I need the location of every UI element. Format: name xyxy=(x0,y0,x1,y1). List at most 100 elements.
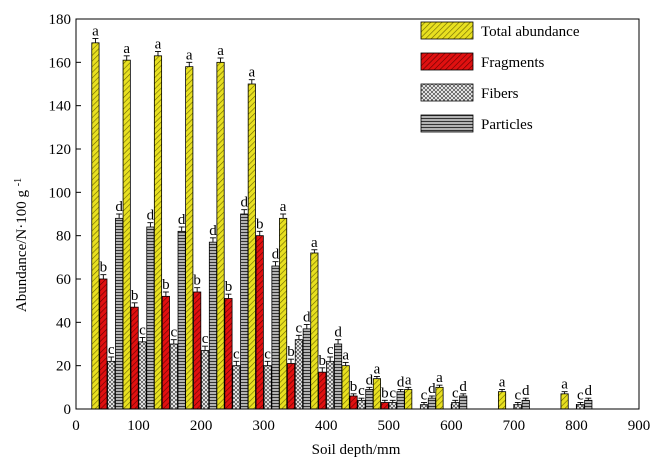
x-tick-label: 500 xyxy=(378,418,401,434)
y-tick-label: 120 xyxy=(49,142,72,158)
bar xyxy=(286,363,296,410)
y-tick-label: 0 xyxy=(64,402,72,418)
bar xyxy=(115,217,124,410)
significance-letter: d xyxy=(115,199,123,215)
bar xyxy=(99,278,108,410)
bar xyxy=(232,365,241,410)
x-tick-label: 200 xyxy=(190,418,213,434)
significance-letter: c xyxy=(577,388,584,404)
bar xyxy=(216,61,225,410)
y-axis-label: Abundance/N·100 g xyxy=(14,190,30,313)
significance-letter: a xyxy=(217,43,224,59)
significance-letter: a xyxy=(92,24,99,40)
significance-letter: d xyxy=(240,195,248,211)
bar xyxy=(208,241,218,410)
bar xyxy=(365,389,374,410)
y-tick-label: 140 xyxy=(49,99,72,115)
significance-letter: b xyxy=(381,385,389,401)
bar xyxy=(279,217,288,410)
x-axis-label: Soil depth/mm xyxy=(312,442,401,458)
significance-letter: c xyxy=(233,346,240,362)
y-tick-label: 180 xyxy=(49,12,72,28)
bar xyxy=(193,291,202,410)
bar xyxy=(294,339,303,410)
bar xyxy=(388,402,397,410)
y-tick-label: 160 xyxy=(49,55,72,71)
significance-letter: c xyxy=(358,383,365,399)
significance-letter: b xyxy=(162,277,170,293)
bar xyxy=(372,378,381,410)
x-tick-label: 0 xyxy=(72,418,80,434)
bar xyxy=(255,235,264,410)
x-tick-label: 300 xyxy=(252,418,275,434)
bar xyxy=(349,395,358,410)
significance-letter: b xyxy=(193,273,201,289)
significance-letter: c xyxy=(139,323,146,339)
bar xyxy=(513,404,522,410)
significance-letter: b xyxy=(287,344,295,360)
x-tick-label: 700 xyxy=(503,418,526,434)
significance-letter: b xyxy=(319,353,327,369)
bar xyxy=(521,399,530,410)
significance-letter: c xyxy=(202,331,209,347)
significance-letter: b xyxy=(225,279,233,295)
bar xyxy=(161,295,170,410)
bar xyxy=(146,226,155,410)
svg-text:Abundance/N·100 g -1: Abundance/N·100 g -1 xyxy=(13,178,31,312)
significance-letter: a xyxy=(186,47,193,63)
bar xyxy=(263,365,272,410)
significance-letter: d xyxy=(147,208,155,224)
bar xyxy=(130,306,139,410)
bar xyxy=(107,360,116,410)
bar xyxy=(334,343,343,410)
legend-swatch xyxy=(420,52,474,71)
significance-letter: c xyxy=(327,342,334,358)
bar xyxy=(91,42,100,410)
significance-letter: c xyxy=(170,325,177,341)
bar xyxy=(326,360,335,410)
bar xyxy=(240,213,249,410)
significance-letter: c xyxy=(452,385,459,401)
significance-letter: d xyxy=(522,383,530,399)
significance-letter: d xyxy=(334,325,342,341)
bar xyxy=(318,371,327,410)
significance-letter: a xyxy=(155,37,162,53)
significance-letter: c xyxy=(264,346,271,362)
significance-letter: b xyxy=(350,379,358,395)
bar xyxy=(419,404,429,410)
significance-letter: b xyxy=(256,216,264,232)
significance-letter: a xyxy=(499,375,506,391)
legend-label: Fragments xyxy=(481,55,544,71)
significance-letter: d xyxy=(428,381,436,397)
x-tick-label: 600 xyxy=(440,418,463,434)
significance-letter: b xyxy=(131,288,139,304)
bar xyxy=(341,365,350,410)
bar xyxy=(310,252,319,410)
significance-letter: d xyxy=(272,247,280,263)
significance-letter: d xyxy=(178,212,186,228)
bar xyxy=(427,397,436,410)
bar xyxy=(380,402,389,410)
bar xyxy=(177,230,186,410)
legend: Total abundance Fragments Fibers Particles xyxy=(420,21,580,133)
significance-letter: c xyxy=(296,320,303,336)
significance-letter: c xyxy=(421,388,428,404)
significance-letter: a xyxy=(561,377,568,393)
bar xyxy=(451,402,460,410)
bar xyxy=(560,393,569,410)
x-tick-label: 900 xyxy=(628,418,651,434)
bar xyxy=(201,350,210,410)
y-tick-label: 40 xyxy=(56,315,71,331)
legend-label: Particles xyxy=(481,117,533,133)
legend-swatch xyxy=(420,83,474,102)
significance-letter: d xyxy=(366,372,374,388)
significance-letter: d xyxy=(585,383,593,399)
bar xyxy=(302,328,311,410)
plot-frame xyxy=(75,18,640,410)
bar xyxy=(224,298,233,410)
y-axis-label-group: Abundance/N·100 g -1 xyxy=(13,178,31,312)
bar xyxy=(153,55,163,410)
bar xyxy=(185,66,194,410)
